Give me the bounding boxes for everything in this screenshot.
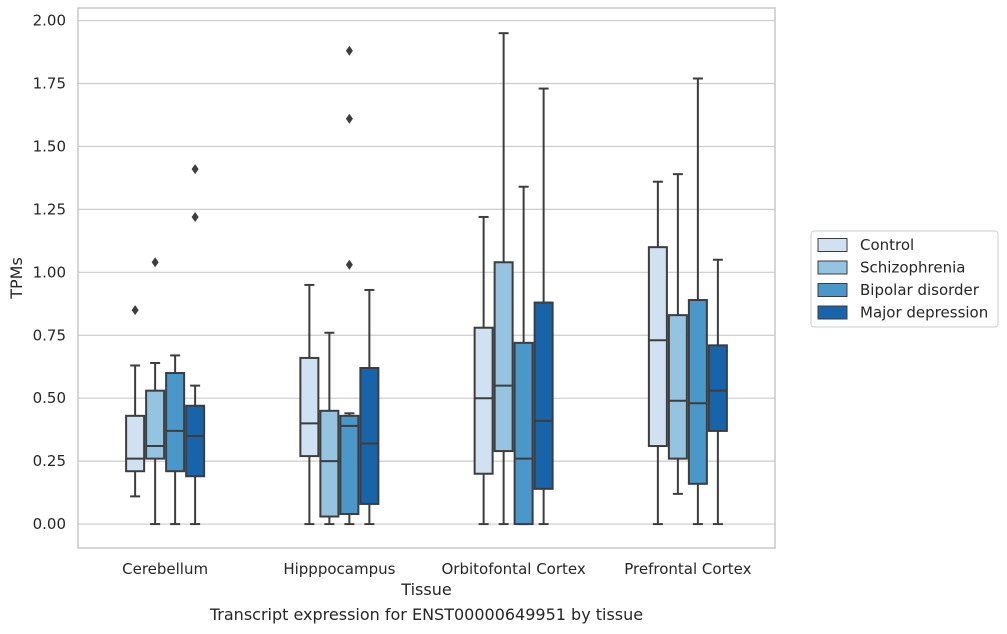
box-control [299,283,320,526]
legend-swatch [817,238,848,252]
box-body [145,389,166,460]
y-tick-label: 2.00 [33,12,66,30]
y-tick-label: 1.00 [33,263,66,281]
legend-swatch [817,260,848,275]
box-body [185,404,206,478]
box-major-depression [533,87,554,526]
figure-caption: Transcript expression for ENST0000064995… [209,605,644,624]
box-schizophrenia [493,32,514,526]
box-body [299,356,320,458]
y-tick-label: 0.75 [33,326,66,344]
outlier-point [345,113,353,124]
x-tick-label: Hipppocampus [283,560,395,578]
legend-label: Schizophrenia [860,259,965,277]
box-bipolar-disorder [165,354,186,526]
box-body [165,372,186,473]
y-tick-label: 1.50 [33,137,66,155]
outlier-point [151,257,159,268]
legend-swatch [817,283,848,297]
y-tick-label: 0.00 [33,515,66,533]
box-body [513,341,534,526]
box-bipolar-disorder [513,185,534,526]
y-axis-ticks: 0.00 0.25 0.50 0.75 1.00 1.25 1.50 1.75 2.00 [33,12,66,533]
box-body [667,314,688,460]
plot-frame [77,7,776,549]
x-tick-label: Orbitofontal Cortex [442,560,586,578]
box-major-depression [359,288,380,526]
outlier-point [345,45,353,56]
box-body [359,367,380,505]
y-axis-label: TPMs [7,257,26,300]
box-body [319,409,340,518]
y-tick-label: 0.50 [33,389,66,407]
box-body [473,326,494,475]
outlier-point [191,211,199,222]
x-axis-label: Tissue [400,580,451,599]
box-body [647,246,668,448]
y-tick-label: 1.25 [33,200,66,218]
box-control [473,215,494,526]
y-tick-label: 1.75 [33,75,66,93]
box-control [125,305,146,498]
legend-label: Control [860,236,914,254]
box-bipolar-disorder [687,77,708,526]
box-major-depression [707,258,728,526]
box-body [707,344,728,432]
x-tick-label: Cerebellum [122,560,208,578]
box-major-depression [185,164,206,526]
box-body [533,301,554,490]
x-axis-ticks: Cerebellum Hipppocampus Orbitofontal Corte… [122,560,751,578]
legend-label: Major depression [860,304,988,322]
outlier-point [131,305,139,316]
legend: Control Schizophrenia Bipolar disorder Majo… [810,230,999,328]
box-body [493,261,514,453]
x-tick-label: Prefrontal Cortex [624,560,751,578]
outlier-point [345,259,353,270]
box-body [687,299,708,485]
box-body [125,414,146,473]
y-tick-label: 0.25 [33,452,66,470]
legend-swatch [817,305,848,320]
legend-frame [810,230,999,328]
box-bipolar-disorder [339,45,360,526]
outlier-point [191,164,199,175]
box-schizophrenia [667,173,688,495]
box-control [647,180,668,526]
legend-label: Bipolar disorder [860,281,980,299]
box-body [339,414,360,516]
boxes [125,32,728,526]
box-schizophrenia [145,257,166,526]
box-schizophrenia [319,331,340,526]
